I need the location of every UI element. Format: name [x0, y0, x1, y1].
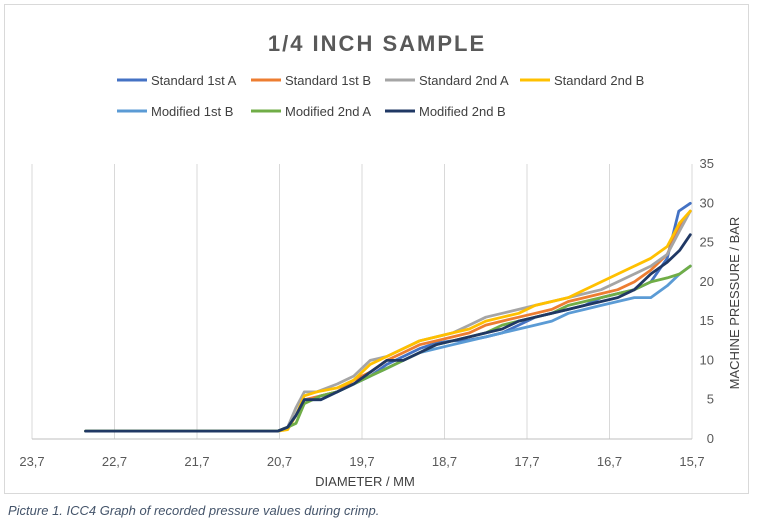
- y-tick-label: 0: [707, 431, 714, 446]
- series-line-standard-1st-b: [84, 209, 692, 433]
- series-line-standard-1st-a: [84, 201, 692, 433]
- axes: 23,7 22,7 21,7 20,7 19,7 18,7 17,7 16,7 15,70 5 10…: [19, 156, 714, 469]
- y-tick-label: 10: [700, 352, 714, 367]
- y-tick-label: 35: [700, 156, 714, 171]
- x-axis-label: DIAMETER / MM: [315, 474, 415, 489]
- y-tick-label: 30: [700, 195, 714, 210]
- x-tick-label: 20,7: [267, 454, 292, 469]
- chart: 1/4 INCH SAMPLE Standard 1st A Standard 1…: [19, 31, 742, 489]
- x-tick-label: 16,7: [597, 454, 622, 469]
- x-tick-label: 19,7: [349, 454, 374, 469]
- series-group: [84, 201, 692, 433]
- legend: Standard 1st A Standard 1st B Standard 2nd…: [117, 73, 644, 119]
- x-tick-label: 21,7: [184, 454, 209, 469]
- y-tick-label: 20: [700, 274, 714, 289]
- legend-label: Modified 2nd A: [285, 104, 371, 119]
- legend-label: Standard 2nd B: [554, 73, 644, 88]
- gridlines: [31, 164, 693, 439]
- y-tick-label: 15: [700, 313, 714, 328]
- y-tick-label: 25: [700, 235, 714, 250]
- legend-label: Modified 2nd B: [419, 104, 506, 119]
- y-axis-label: MACHINE PRESSURE / BAR: [727, 217, 742, 390]
- x-tick-label: 17,7: [514, 454, 539, 469]
- series-line-modified-2nd-b: [84, 233, 692, 433]
- figure-caption: Picture 1. ICC4 Graph of recorded pressu…: [8, 503, 380, 518]
- chart-area: 1/4 INCH SAMPLE Standard 1st A Standard 1…: [4, 4, 749, 494]
- legend-label: Standard 2nd A: [419, 73, 509, 88]
- x-tick-label: 18,7: [432, 454, 457, 469]
- series-line-standard-2nd-b: [84, 209, 692, 433]
- series-line-standard-2nd-a: [84, 209, 692, 433]
- chart-title: 1/4 INCH SAMPLE: [268, 31, 486, 56]
- legend-label: Standard 1st A: [151, 73, 237, 88]
- x-tick-label: 23,7: [19, 454, 44, 469]
- legend-label: Modified 1st B: [151, 104, 233, 119]
- y-tick-label: 5: [707, 392, 714, 407]
- legend-label: Standard 1st B: [285, 73, 371, 88]
- x-tick-label: 22,7: [102, 454, 127, 469]
- x-tick-label: 15,7: [679, 454, 704, 469]
